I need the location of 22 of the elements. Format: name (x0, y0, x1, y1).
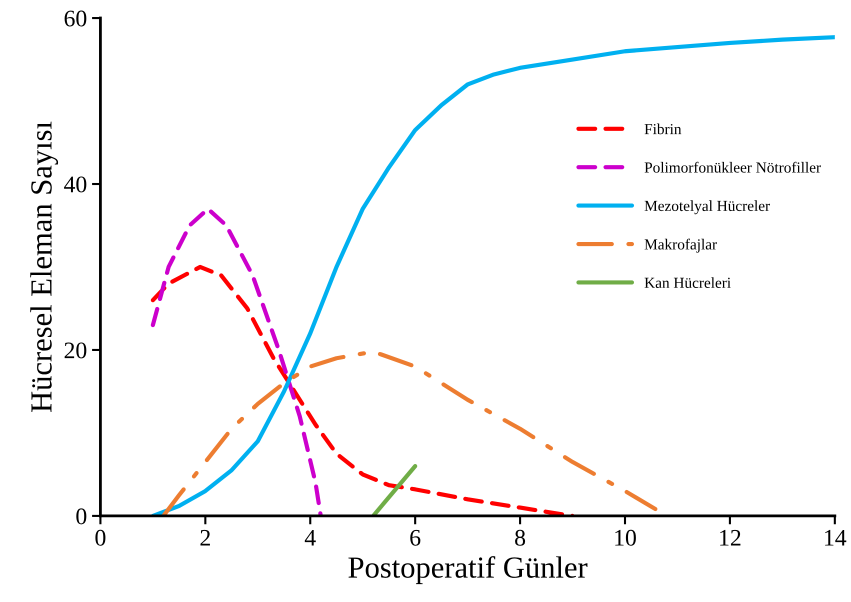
x-tick-label: 4 (304, 530, 316, 546)
x-tick-label: 6 (410, 530, 420, 546)
line-series (150, 206, 323, 516)
x-tick-label: 2 (200, 530, 210, 546)
line-series (150, 35, 835, 516)
y-tick-label: 60 (64, 10, 86, 26)
legend-label: Fibrin (644, 124, 682, 134)
legend-label: Kan Hücreleri (644, 277, 731, 288)
line-series (150, 264, 575, 516)
x-tick-label: 12 (720, 530, 740, 546)
x-axis-title: Postoperatif Günler (348, 556, 588, 584)
legend-label: Mezotelyal Hücreler (644, 200, 770, 214)
x-tick-label: 14 (825, 530, 846, 546)
x-tick-label: 0 (95, 530, 106, 546)
y-tick-label: 40 (64, 176, 86, 192)
y-tick-label: 20 (64, 342, 86, 358)
x-tick-label: 8 (515, 530, 526, 546)
legend-label: Makrofajlar (644, 238, 717, 253)
y-axis-title: Hücresel Eleman Sayısı (30, 122, 58, 412)
y-tick-label: 0 (76, 508, 86, 524)
x-tick-label: 10 (615, 530, 636, 546)
legend-label: Polimorfonükleer Nötrofiller (644, 162, 821, 173)
